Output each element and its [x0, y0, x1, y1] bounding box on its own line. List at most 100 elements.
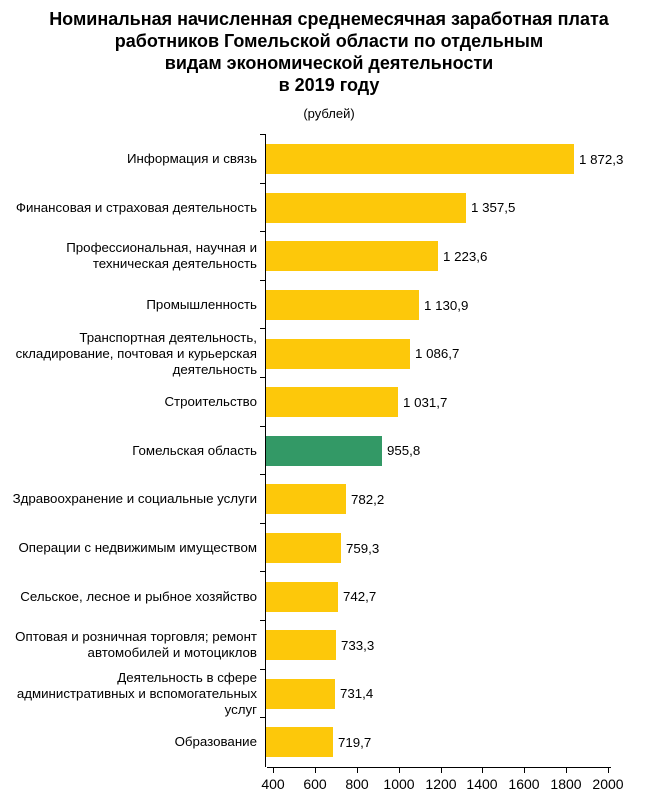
highlight-bar: [266, 435, 382, 466]
x-axis-tick: [441, 767, 442, 773]
x-axis-row: 400 600 800 1000 1200 1400 1600 1800 2000: [8, 766, 658, 801]
y-axis-tick: [260, 425, 266, 427]
chart-row: Финансовая и страховая деятельность 1 357…: [8, 182, 658, 233]
category-label: Гомельская область: [132, 442, 257, 458]
bar-chart: Информация и связь 1 872,3 Финансовая и ст…: [0, 134, 658, 801]
x-axis-tick: [273, 767, 274, 773]
plot-area: Информация и связь 1 872,3 Финансовая и ст…: [8, 134, 658, 767]
x-axis-tick: [566, 767, 567, 773]
bar: [266, 192, 466, 223]
x-axis-tick-label: 1400: [466, 775, 498, 792]
x-axis-tick-label: 1800: [550, 775, 582, 792]
y-axis-tick: [260, 376, 266, 378]
bar: [266, 144, 574, 175]
value-label: 1 357,5: [471, 200, 516, 216]
title-line-1: Номинальная начисленная среднемесячная з…: [49, 9, 609, 29]
value-label: 719,7: [338, 734, 372, 750]
chart-row: Деятельность в сфере административных и …: [8, 668, 658, 719]
title-line-4: в 2019 году: [278, 75, 380, 95]
bar-cell: 759,3: [260, 522, 658, 573]
chart-row: Образование 719,7: [8, 717, 658, 767]
chart-row: Профессиональная, научная и техническая …: [8, 231, 658, 281]
category-label: Деятельность в сфере административных и …: [16, 669, 257, 717]
bar-cell: 1 223,6: [260, 231, 658, 281]
y-axis-tick: [260, 668, 266, 670]
y-axis-tick: [260, 134, 266, 135]
bar-cell: 1 130,9: [260, 279, 658, 330]
x-axis-tick: [608, 767, 609, 773]
y-axis-tick: [260, 522, 266, 524]
y-axis-tick: [260, 619, 266, 621]
bar: [266, 484, 346, 515]
value-label: 742,7: [343, 589, 377, 605]
x-axis-tick-label: 800: [345, 775, 369, 792]
x-axis-spacer: [8, 767, 273, 801]
bar: [266, 727, 333, 758]
x-axis-tick-label: 400: [261, 775, 285, 792]
category-label: Профессиональная, научная и техническая …: [66, 240, 257, 272]
chart-row: Здравоохранение и социальные услуги 782,2: [8, 474, 658, 524]
chart-row: Гомельская область 955,8: [8, 425, 658, 476]
category-label: Информация и связь: [126, 151, 257, 167]
chart-row: Промышленность 1 130,9: [8, 279, 658, 330]
x-axis-tick-label: 600: [303, 775, 327, 792]
bar: [266, 581, 338, 612]
bar: [266, 678, 335, 709]
x-axis-tick-label: 1200: [425, 775, 457, 792]
category-label: Образование: [174, 734, 257, 750]
value-label: 1 031,7: [403, 394, 448, 410]
bar-cell: 731,4: [260, 668, 658, 719]
x-axis-tick: [357, 767, 358, 773]
chart-row: Строительство 1 031,7: [8, 376, 658, 427]
category-label: Финансовая и страховая деятельность: [15, 199, 257, 215]
bar-cell: 719,7: [260, 717, 658, 767]
bar-cell: 742,7: [260, 571, 658, 621]
category-label: Сельское, лесное и рыбное хозяйство: [20, 588, 257, 604]
bar: [266, 290, 419, 321]
bar: [266, 630, 336, 661]
value-label: 1 086,7: [415, 346, 460, 362]
value-label: 782,2: [351, 491, 385, 507]
value-label: 733,3: [341, 637, 375, 653]
bar-cell: 733,3: [260, 619, 658, 670]
x-axis-tick-label: 1600: [508, 775, 540, 792]
x-axis: 400 600 800 1000 1200 1400 1600 1800 2000: [261, 766, 624, 801]
category-label: Операции с недвижимым имуществом: [18, 540, 257, 556]
x-axis-tick-label: 1000: [383, 775, 415, 792]
category-label: Здравоохранение и социальные услуги: [12, 491, 257, 507]
bar: [266, 533, 341, 564]
value-label: 955,8: [387, 443, 421, 459]
bar-cell: 1 031,7: [260, 376, 658, 427]
chart-subtitle: (рублей): [303, 106, 355, 121]
category-label: Оптовая и розничная торговля; ремонт авт…: [15, 629, 257, 661]
bar-cell: 955,8: [260, 425, 658, 476]
bar-cell: 1 872,3: [260, 134, 658, 184]
value-label: 1 130,9: [424, 297, 469, 313]
chart-row: Операции с недвижимым имуществом 759,3: [8, 522, 658, 573]
chart-row: Сельское, лесное и рыбное хозяйство 742,7: [8, 571, 658, 621]
y-axis-tick: [260, 328, 266, 330]
value-label: 1 223,6: [443, 248, 488, 264]
x-axis-tick: [315, 767, 316, 773]
chart-row: Транспортная деятельность, складирование…: [8, 328, 658, 378]
y-axis-tick: [260, 182, 266, 184]
x-axis-tick: [482, 767, 483, 773]
y-axis-tick: [260, 279, 266, 281]
x-axis-tick: [399, 767, 400, 773]
bar: [266, 387, 398, 418]
bar: [266, 338, 410, 369]
category-label: Транспортная деятельность, складирование…: [15, 329, 257, 377]
chart-row: Информация и связь 1 872,3: [8, 134, 658, 184]
bar-cell: 1 357,5: [260, 182, 658, 233]
title-line-2: работников Гомельской области по отдельн…: [114, 31, 544, 51]
y-axis-tick: [260, 717, 266, 719]
chart-row: Оптовая и розничная торговля; ремонт авт…: [8, 619, 658, 670]
category-label: Строительство: [164, 394, 257, 410]
x-axis-tick-label: 2000: [592, 775, 624, 792]
category-label: Промышленность: [146, 297, 257, 313]
value-label: 1 872,3: [579, 151, 624, 167]
bar-cell: 782,2: [260, 474, 658, 524]
value-label: 759,3: [346, 540, 380, 556]
bar-cell: 1 086,7: [260, 328, 658, 378]
bar: [266, 241, 438, 272]
